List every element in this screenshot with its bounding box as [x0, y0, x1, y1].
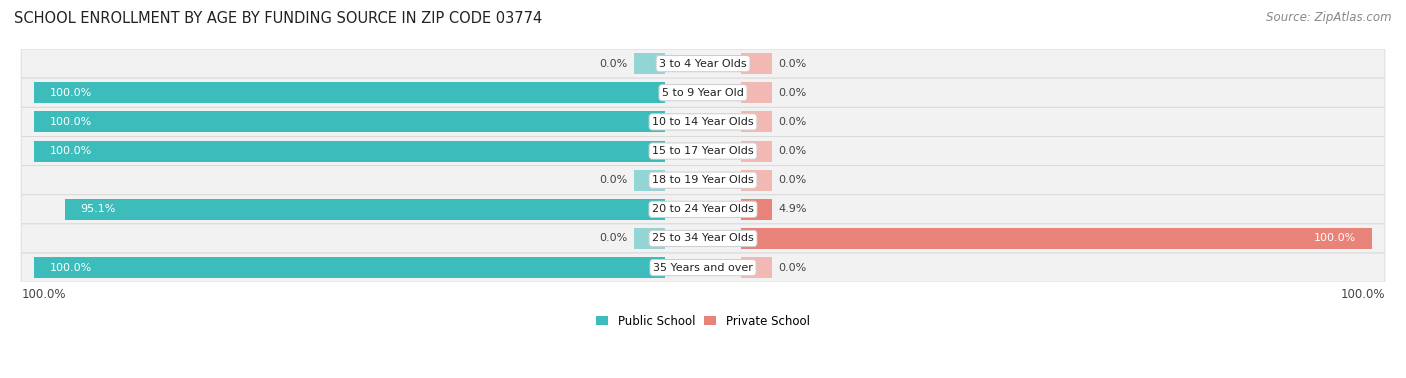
Text: 3 to 4 Year Olds: 3 to 4 Year Olds: [659, 59, 747, 68]
FancyBboxPatch shape: [21, 166, 1385, 195]
Text: 20 to 24 Year Olds: 20 to 24 Year Olds: [652, 204, 754, 214]
Bar: [34, 112, 665, 132]
Bar: [741, 141, 772, 161]
FancyBboxPatch shape: [21, 253, 1385, 282]
Bar: [634, 53, 665, 74]
Text: 18 to 19 Year Olds: 18 to 19 Year Olds: [652, 175, 754, 185]
Text: 0.0%: 0.0%: [779, 88, 807, 98]
Text: 0.0%: 0.0%: [779, 146, 807, 156]
Text: 0.0%: 0.0%: [599, 175, 627, 185]
Text: 25 to 34 Year Olds: 25 to 34 Year Olds: [652, 234, 754, 243]
Text: 95.1%: 95.1%: [80, 204, 117, 214]
Bar: [34, 82, 665, 103]
Bar: [634, 170, 665, 191]
Text: 0.0%: 0.0%: [779, 263, 807, 273]
Text: 100.0%: 100.0%: [49, 88, 91, 98]
FancyBboxPatch shape: [21, 49, 1385, 78]
Text: SCHOOL ENROLLMENT BY AGE BY FUNDING SOURCE IN ZIP CODE 03774: SCHOOL ENROLLMENT BY AGE BY FUNDING SOUR…: [14, 11, 543, 26]
Text: 100.0%: 100.0%: [49, 117, 91, 127]
Text: 100.0%: 100.0%: [1340, 288, 1385, 301]
FancyBboxPatch shape: [21, 78, 1385, 107]
Text: 5 to 9 Year Old: 5 to 9 Year Old: [662, 88, 744, 98]
Text: 35 Years and over: 35 Years and over: [652, 263, 754, 273]
FancyBboxPatch shape: [21, 136, 1385, 166]
Bar: [34, 257, 665, 278]
FancyBboxPatch shape: [21, 107, 1385, 136]
FancyBboxPatch shape: [21, 195, 1385, 224]
Bar: [741, 53, 772, 74]
Text: 10 to 14 Year Olds: 10 to 14 Year Olds: [652, 117, 754, 127]
Text: 4.9%: 4.9%: [778, 204, 807, 214]
Text: 100.0%: 100.0%: [21, 288, 66, 301]
Bar: [741, 228, 1372, 249]
Legend: Public School, Private School: Public School, Private School: [596, 314, 810, 328]
Bar: [741, 112, 772, 132]
Text: 100.0%: 100.0%: [49, 263, 91, 273]
FancyBboxPatch shape: [21, 224, 1385, 253]
Bar: [34, 141, 665, 161]
Text: 0.0%: 0.0%: [779, 59, 807, 68]
Text: 0.0%: 0.0%: [599, 234, 627, 243]
Bar: [634, 228, 665, 249]
Text: 0.0%: 0.0%: [779, 117, 807, 127]
Text: 0.0%: 0.0%: [779, 175, 807, 185]
Text: 15 to 17 Year Olds: 15 to 17 Year Olds: [652, 146, 754, 156]
Text: Source: ZipAtlas.com: Source: ZipAtlas.com: [1267, 11, 1392, 24]
Bar: [741, 199, 772, 220]
Bar: [741, 257, 772, 278]
Bar: [741, 82, 772, 103]
Text: 100.0%: 100.0%: [1315, 234, 1357, 243]
Bar: [65, 199, 665, 220]
Text: 100.0%: 100.0%: [49, 146, 91, 156]
Bar: [741, 170, 772, 191]
Text: 0.0%: 0.0%: [599, 59, 627, 68]
